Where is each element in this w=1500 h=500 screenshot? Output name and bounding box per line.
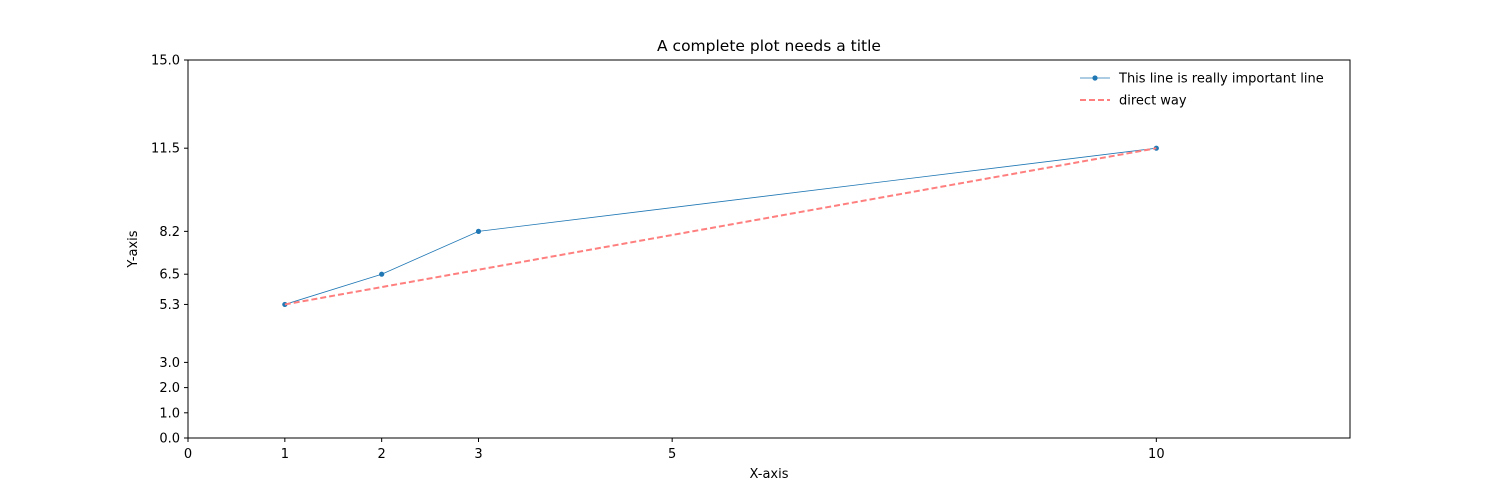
y-tick-label: 15.0 (151, 54, 180, 69)
x-axis-ticks: 0 1 2 3 5 10 (184, 438, 1165, 462)
legend: This line is really important line direct… (1080, 72, 1324, 109)
y-tick-label: 2.0 (159, 381, 180, 396)
y-tick-label: 8.2 (159, 225, 180, 240)
x-tick-label: 0 (184, 447, 192, 462)
chart-title: A complete plot needs a title (657, 37, 881, 55)
y-tick-label: 0.0 (159, 432, 180, 447)
y-tick-label: 5.3 (159, 298, 180, 313)
series-1-point (1153, 145, 1159, 151)
series-line-1 (284, 147, 1157, 305)
x-axis-label: X-axis (750, 467, 789, 482)
y-axis-label: Y-axis (126, 230, 141, 268)
x-tick-label: 5 (668, 447, 676, 462)
y-tick-label: 6.5 (159, 268, 180, 283)
x-tick-label: 10 (1148, 447, 1165, 462)
legend-label-2: direct way (1119, 94, 1187, 109)
y-axis-ticks: 0.0 1.0 2.0 3.0 5.3 6.5 8.2 11.5 15.0 (151, 54, 188, 447)
series-1-point (475, 228, 482, 234)
series-layer (282, 145, 1159, 308)
x-tick-label: 1 (281, 447, 289, 462)
plot-frame (187, 59, 1351, 439)
legend-label-1: This line is really important line (1118, 72, 1324, 87)
y-tick-label: 11.5 (151, 142, 180, 157)
legend-marker-1 (1092, 75, 1098, 81)
x-tick-label: 2 (378, 447, 386, 462)
series-1-point (379, 271, 385, 277)
y-tick-label: 1.0 (159, 406, 180, 421)
x-tick-label: 3 (474, 447, 482, 462)
series-line-2 (284, 147, 1157, 306)
y-tick-label: 3.0 (159, 356, 180, 371)
